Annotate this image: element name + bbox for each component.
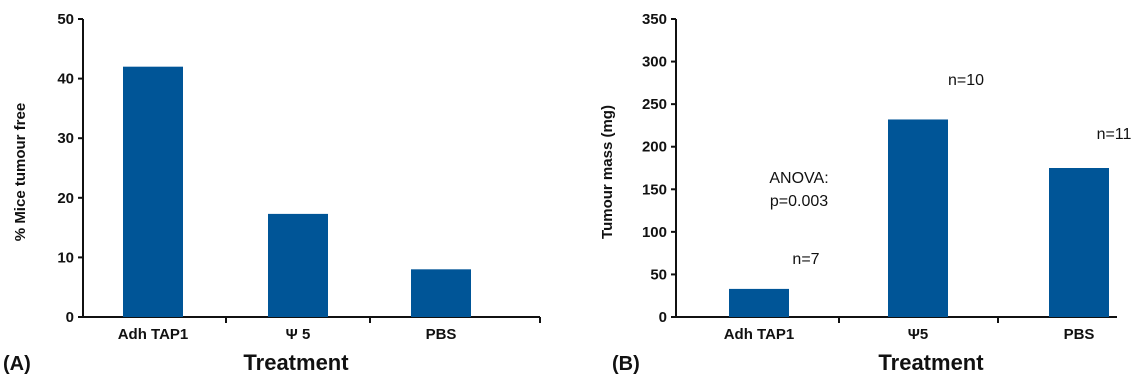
b-y-tick-label: 150	[642, 181, 667, 198]
b-y-tick-label: 0	[659, 309, 667, 326]
chart-b: 0 50 100 150 200 250 300 350 Adh TAP1 Ψ5 PBS Tumo…	[599, 11, 1132, 375]
annotation-n-pbs: n=11	[1097, 126, 1132, 143]
panel-label-a: (A)	[3, 353, 31, 375]
a-category-label: Ψ 5	[286, 326, 311, 343]
a-bar-3	[411, 269, 471, 317]
annotation-n-adh: n=7	[792, 251, 819, 268]
chart-b-x-axis-title: Treatment	[878, 350, 984, 375]
annotation-anova: ANOVA:	[769, 170, 828, 187]
b-category-label: Ψ5	[908, 326, 928, 343]
a-bar-1	[123, 66, 183, 318]
b-y-tick-label: 200	[642, 139, 667, 156]
a-y-tick-label: 10	[57, 249, 74, 266]
b-category-label: Adh TAP1	[724, 326, 795, 343]
a-y-tick-label: 40	[57, 71, 74, 88]
panel-label-b: (B)	[612, 353, 640, 375]
a-y-tick-label: 30	[57, 130, 74, 147]
chart-b-y-axis-title: Tumour mass (mg)	[599, 105, 616, 239]
a-category-label: PBS	[426, 326, 457, 343]
chart-a-y-axis-title: % Mice tumour free	[12, 103, 29, 241]
b-category-label: PBS	[1064, 326, 1095, 343]
a-y-tick-label: 50	[57, 11, 74, 28]
a-category-label: Adh TAP1	[118, 326, 189, 343]
chart-a: 0 10 20 30 40 50 Adh TAP1 Ψ 5 PBS % Mice tumour…	[3, 11, 541, 375]
b-y-tick-label: 250	[642, 96, 667, 113]
annotation-p-value: p=0.003	[770, 193, 828, 210]
b-y-tick-label: 50	[650, 266, 667, 283]
a-y-tick-label: 20	[57, 190, 74, 207]
b-bar-2	[888, 119, 948, 318]
a-bar-2	[268, 213, 328, 317]
b-y-tick-label: 350	[642, 11, 667, 28]
a-y-tick-label: 0	[66, 309, 74, 326]
b-y-tick-label: 100	[642, 224, 667, 241]
b-y-tick-label: 300	[642, 54, 667, 71]
b-bar-1	[729, 288, 789, 317]
chart-a-x-axis-title: Treatment	[243, 350, 349, 375]
b-bar-3	[1049, 168, 1109, 317]
annotation-n-psi5: n=10	[948, 72, 984, 89]
